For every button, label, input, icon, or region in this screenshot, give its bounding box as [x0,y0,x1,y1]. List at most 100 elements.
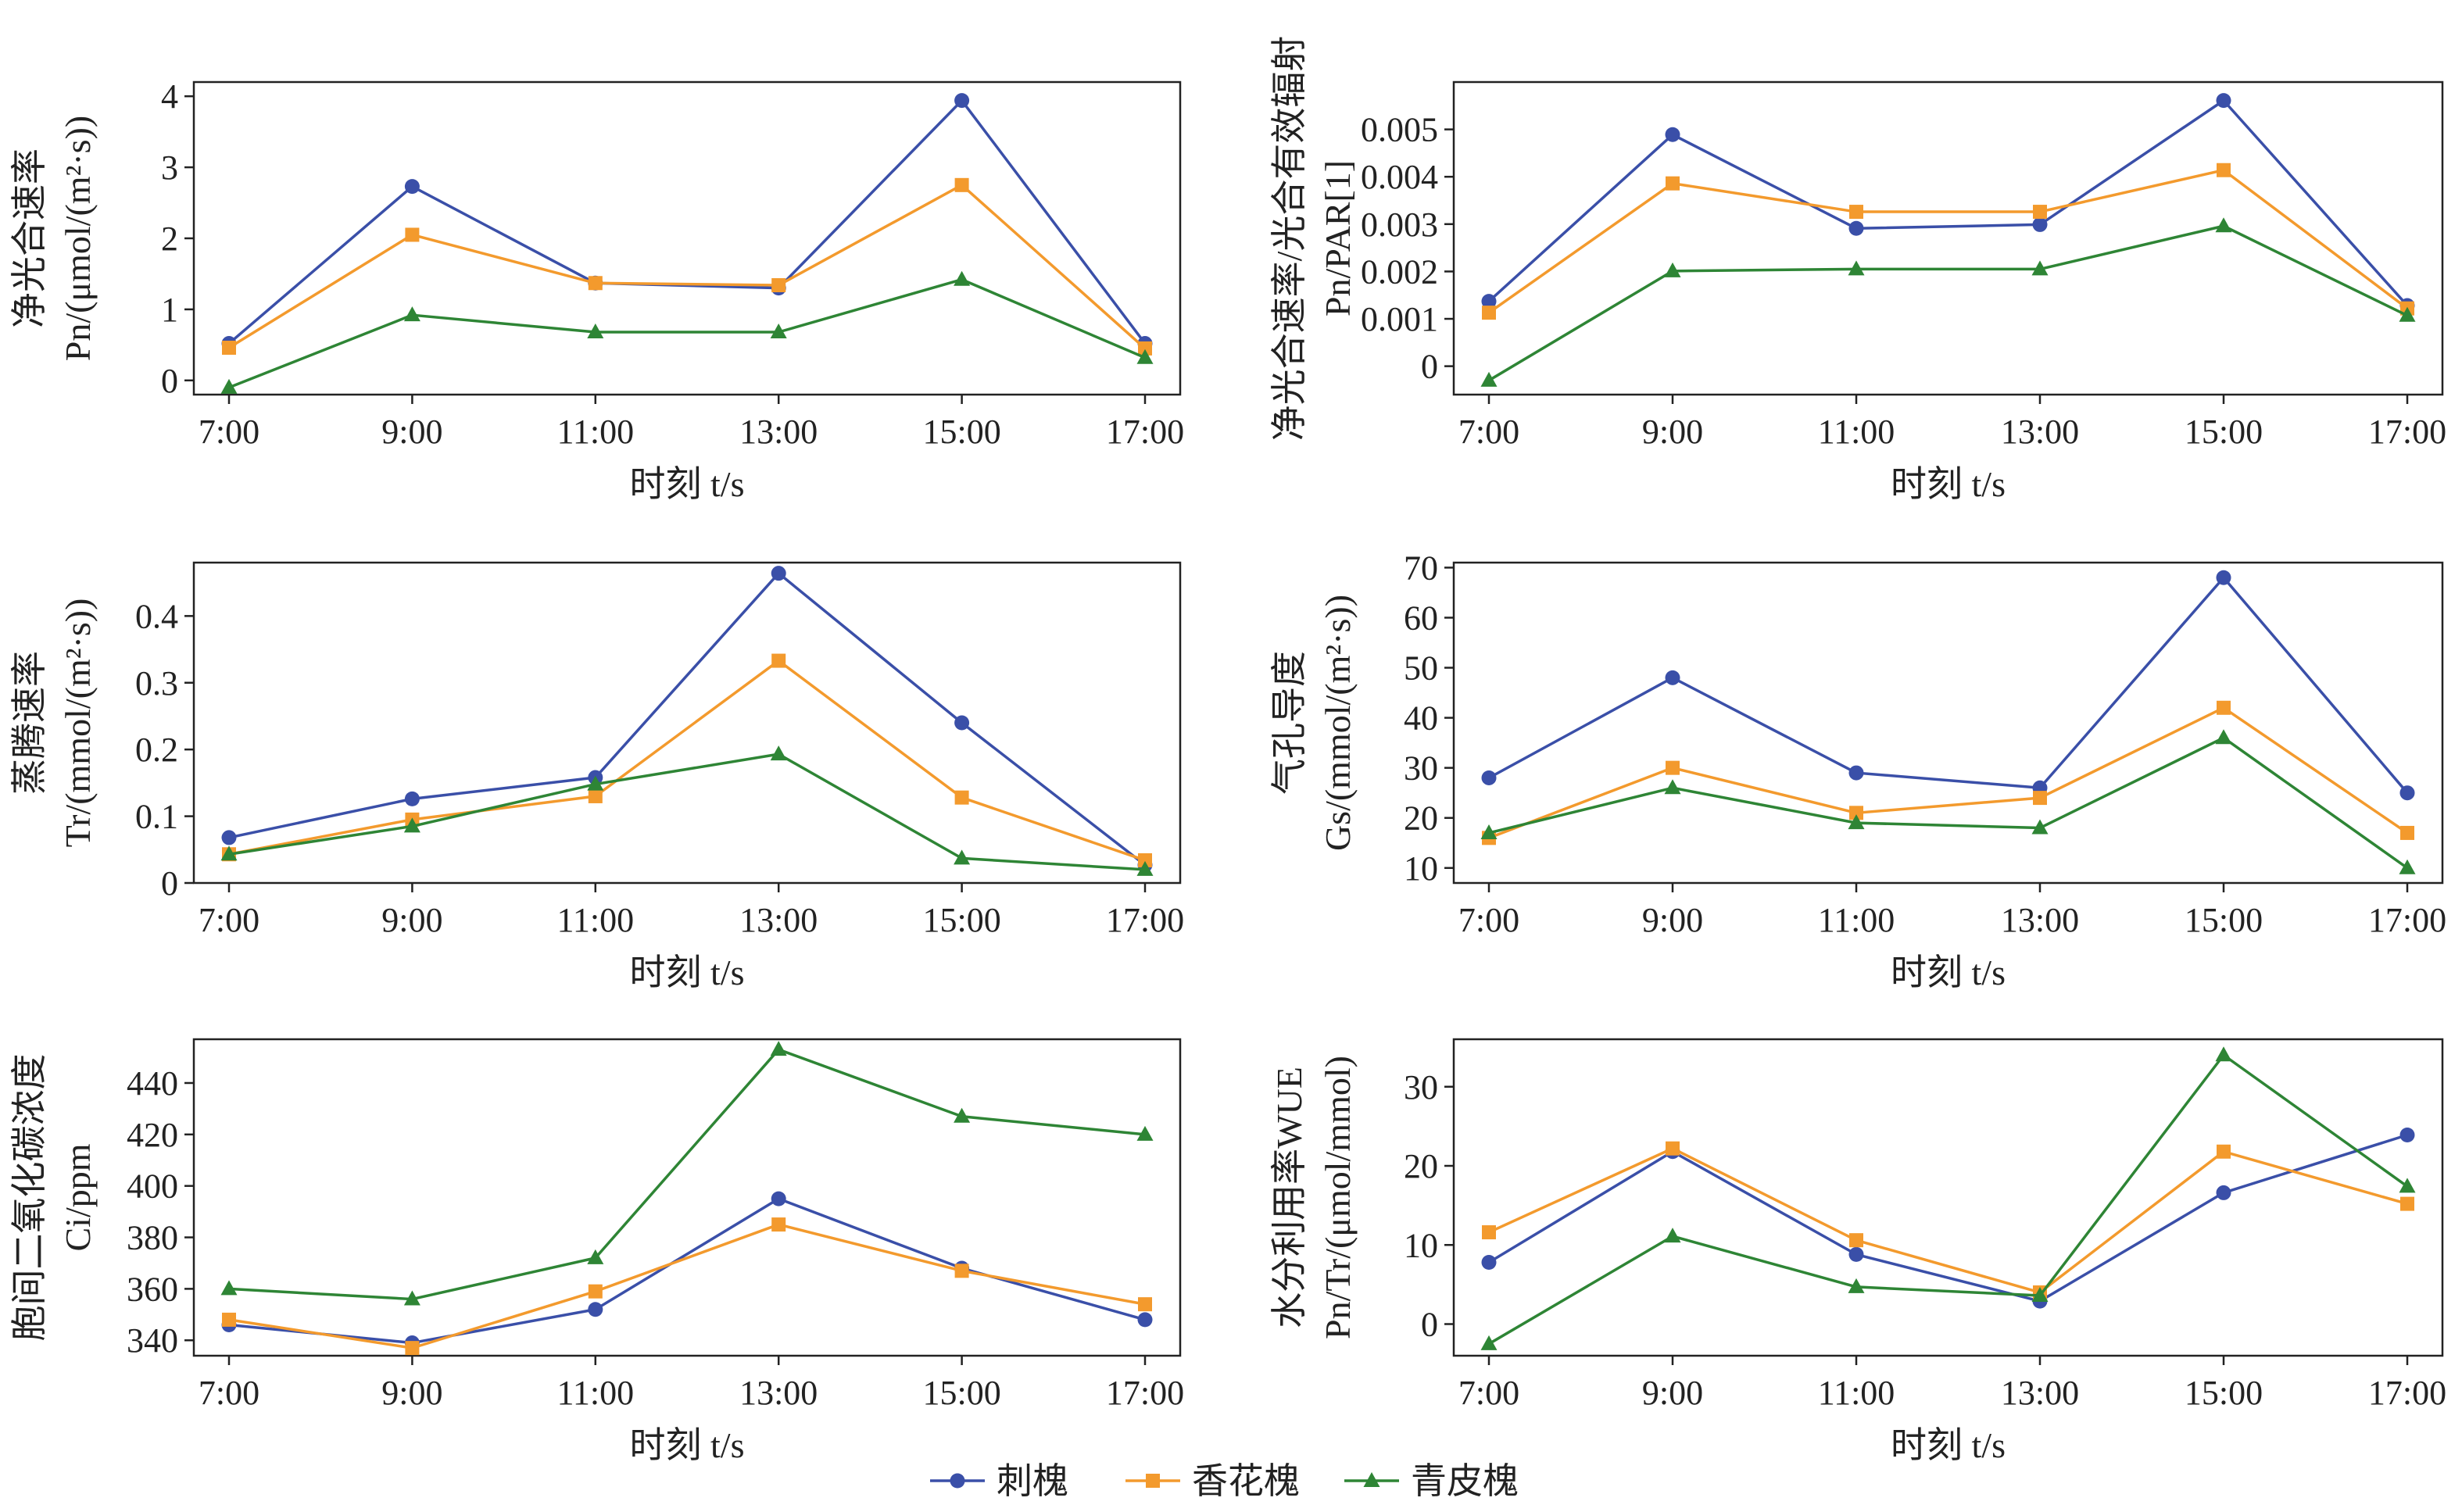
plot-frame [1452,1038,2444,1357]
data-point [771,566,786,581]
series-line [1488,224,2408,382]
data-point [770,745,787,761]
series-1 [221,1191,1153,1351]
x-axis-title: 时刻 t/s [1891,464,2006,504]
y-axis-title-line2: Pn/Tr/(μmol/mmol) [1318,1056,1358,1339]
x-tick-label: 17:00 [1106,901,1184,939]
y-tick-label: 0.005 [1361,111,1438,149]
legend-item: 青皮槐 [1344,1461,1519,1501]
legend-label: 香花槐 [1192,1461,1300,1501]
series-line [228,277,1146,389]
data-point [2216,570,2231,585]
data-point [2217,1144,2231,1159]
y-tick-label: 0 [161,864,178,903]
data-point [954,1264,969,1278]
series-line [1487,168,2409,314]
data-point [2217,163,2231,177]
data-point [2399,306,2416,322]
x-tick-label: 15:00 [922,1374,1000,1412]
data-point [1138,1297,1152,1312]
series-3 [220,270,1154,394]
data-point [404,791,420,806]
x-tick-label: 9:00 [381,901,442,939]
series-2 [1482,1141,2414,1299]
data-point [588,276,603,291]
x-tick-label: 9:00 [381,1374,442,1412]
y-tick-label: 2 [161,220,178,258]
x-tick-label: 11:00 [1818,901,1895,939]
data-point [1482,1225,1496,1240]
plot-frame [192,561,1182,885]
series-1 [221,566,1153,873]
data-point [222,1312,236,1327]
data-point [2400,825,2414,840]
y-axis-title-line2: Tr/(mmol/(m²·s)) [58,599,98,848]
series-line [1487,98,2409,307]
legend: 刺槐 香花槐 青皮槐 [930,1461,1519,1501]
data-point [954,1107,971,1123]
x-tick-label: 7:00 [1458,901,1519,939]
x-tick-label: 17:00 [1106,1374,1184,1412]
data-point [771,653,786,668]
data-point [2031,260,2049,276]
data-point [1849,205,1863,220]
x-axis-title: 时刻 t/s [630,1425,745,1465]
data-point [1138,853,1152,867]
data-point [1664,1228,1681,1243]
y-tick-label: 0.4 [135,597,178,635]
y-tick-label: 40 [1404,699,1438,738]
y-tick-label: 60 [1404,599,1438,637]
data-point [954,849,971,865]
x-tick-label: 9:00 [1642,901,1703,939]
series-line [228,1048,1146,1301]
chart-panel-4: 10 20 30 40 50 60 70 7:00 9:00 11:00 13:00 15:00 17:… [1269,549,2446,992]
x-tick-label: 9:00 [381,413,442,451]
x-tick-label: 17:00 [1106,413,1184,451]
y-axis-title-line2: Pn/PAR[1] [1318,160,1358,316]
chart-panel-5: 340 360 380 400 420 440 7:00 9:00 11:00 13:00 15:0… [9,1038,1184,1465]
x-tick-label: 17:00 [2368,413,2446,451]
y-tick-label: 30 [1404,1068,1438,1106]
legend-marker [1146,1474,1160,1488]
data-point [1480,1335,1498,1350]
legend-label: 青皮槐 [1411,1461,1519,1501]
legend-item: 香花槐 [1125,1461,1300,1501]
y-axis-title-line1: 水分利用率WUE [1269,1067,1309,1328]
y-tick-label: 20 [1404,1147,1438,1185]
y-tick-label: 0.1 [135,798,178,836]
x-tick-label: 11:00 [1818,413,1895,451]
y-tick-label: 0.001 [1361,300,1438,338]
y-tick-label: 380 [127,1219,178,1257]
series-line [1488,1146,2408,1294]
data-point [2399,785,2415,801]
y-tick-label: 340 [127,1321,178,1360]
x-tick-label: 9:00 [1642,1374,1703,1412]
data-point [405,227,420,242]
x-tick-label: 13:00 [739,901,818,939]
data-point [1481,294,1497,309]
y-tick-label: 0.2 [135,731,178,769]
data-point [405,1341,420,1356]
data-point [2399,859,2416,874]
data-point [954,93,970,109]
x-tick-label: 9:00 [1642,413,1703,451]
x-axis-title: 时刻 t/s [1891,953,2006,992]
series-3 [1480,1046,2416,1350]
data-point [2216,1185,2231,1200]
data-point [2215,1046,2232,1062]
data-point [954,270,971,286]
series-3 [1480,217,2416,387]
data-point [403,817,420,833]
x-tick-label: 15:00 [2185,1374,2263,1412]
data-point [1848,765,1864,781]
legend-label: 刺槐 [997,1461,1068,1501]
data-point [1848,260,1865,276]
data-point [588,1284,603,1299]
y-tick-label: 0 [1421,1306,1438,1344]
chart-panel-3: 0 0.1 0.2 0.3 0.4 7:00 9:00 11:00 13:00 15:00 17:0… [9,561,1184,992]
series-2 [222,653,1152,867]
data-point [1481,1255,1497,1271]
data-point [1480,824,1498,839]
data-point [1849,806,1863,820]
data-point [222,341,236,355]
